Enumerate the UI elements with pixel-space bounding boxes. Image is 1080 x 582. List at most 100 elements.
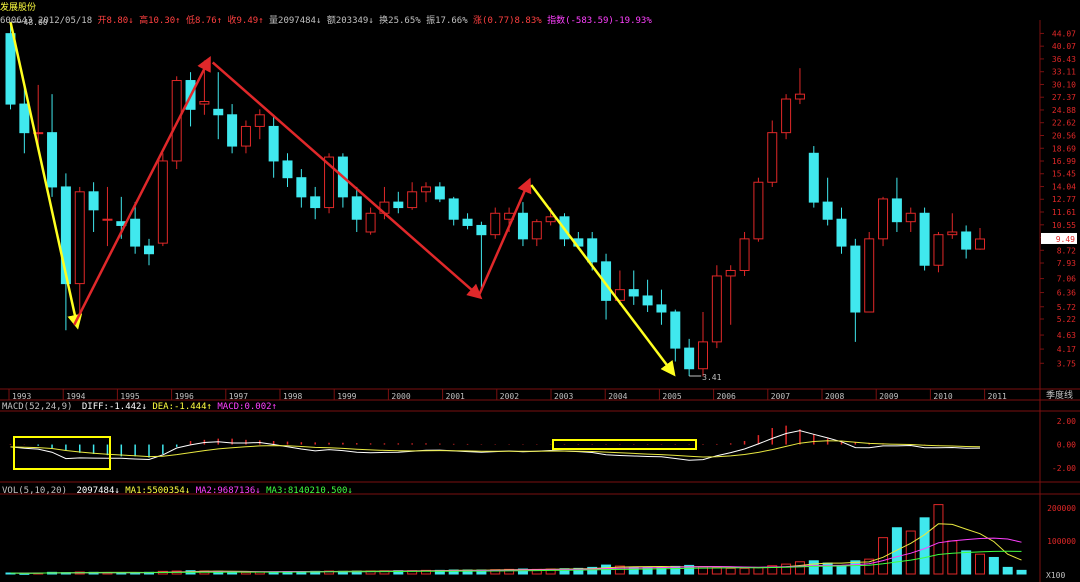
candle-body-down <box>393 201 404 209</box>
candle <box>421 182 431 203</box>
candle <box>213 72 224 140</box>
year-label: 2005 <box>662 392 681 401</box>
price-tick-label: 14.04 <box>1052 183 1076 192</box>
year-label: 2011 <box>988 392 1007 401</box>
volume-bar <box>656 566 667 575</box>
candle <box>407 182 418 210</box>
macd-tick-label: -2.00 <box>1052 464 1076 473</box>
candle <box>781 94 792 140</box>
candle <box>351 186 362 232</box>
candle-body-down <box>434 186 445 200</box>
volume-value: 量2097484↓ <box>269 16 322 26</box>
volume-bar <box>767 565 778 575</box>
macd-diff-line <box>10 430 981 461</box>
candle <box>157 153 168 247</box>
volume-bar <box>947 540 958 575</box>
candle-body-down <box>351 196 362 220</box>
candle <box>642 279 653 313</box>
candle <box>102 186 113 247</box>
candle-body-up <box>753 181 764 240</box>
candle <box>296 169 307 208</box>
price-tick-label: 4.17 <box>1057 345 1076 354</box>
candle-body-down <box>628 289 639 297</box>
candle-body-up <box>864 238 875 313</box>
price-tick-label: 16.99 <box>1052 157 1076 166</box>
last-price-label: 9.49 <box>1056 235 1075 244</box>
candle-body-down <box>144 245 154 255</box>
vol-label: VOL(5,10,20) <box>2 486 67 496</box>
candle-body-down <box>836 218 847 247</box>
candle-body-down <box>88 191 99 211</box>
turnover-value: 换25.65% <box>379 16 421 26</box>
volume-axis: 200000 100000 <box>1047 504 1076 546</box>
candle-body-up <box>365 212 376 233</box>
price-tick-label: 18.69 <box>1052 144 1076 153</box>
candle <box>88 182 99 232</box>
year-label: 2001 <box>446 392 465 401</box>
year-label: 1995 <box>120 392 139 401</box>
volume-bar <box>850 560 861 575</box>
price-tick-label: 22.62 <box>1052 119 1076 128</box>
volume-bar <box>781 563 792 575</box>
volume-bar <box>587 566 598 575</box>
amplitude-value: 振17.66% <box>426 16 468 26</box>
candle-body-up <box>74 191 85 285</box>
candle-body-up <box>407 191 418 209</box>
price-axis: 44.07 40.07 36.43 33.11 30.10 27.37 24.88 22.62… <box>1040 29 1076 368</box>
trend-arrow-yellow <box>530 184 676 377</box>
candle-body-down <box>296 177 307 198</box>
candle <box>628 270 639 305</box>
candle <box>268 114 279 178</box>
volume-bar <box>517 568 528 575</box>
volume-bar <box>739 567 750 575</box>
year-label: 2002 <box>500 392 519 401</box>
trend-arrow-red <box>73 56 211 326</box>
volume-bar <box>919 517 930 575</box>
chart-frame <box>0 20 1080 582</box>
highlight-box-middle <box>552 439 697 450</box>
volume-bar <box>573 567 584 575</box>
candle-body-down <box>462 218 473 226</box>
candle-body-down <box>517 212 528 240</box>
candle-body-down <box>282 160 293 179</box>
vol-ma2: MA2:9687136↓ <box>196 486 261 496</box>
candle <box>822 177 833 226</box>
high-price: 高10.30↑ <box>139 16 181 26</box>
candle <box>808 146 819 208</box>
candle <box>739 231 750 276</box>
candle-body-up <box>490 212 501 236</box>
volume-bar <box>822 562 833 575</box>
volume-bar <box>878 537 889 575</box>
price-tick-label: 6.36 <box>1057 289 1076 298</box>
candle <box>891 177 902 232</box>
volume-bars <box>5 504 1027 575</box>
macd-dea-line <box>10 440 981 458</box>
candle-body-up <box>794 93 805 100</box>
candle <box>5 22 16 110</box>
candle-body-down <box>961 231 972 250</box>
year-label: 1994 <box>66 392 85 401</box>
candle <box>656 289 667 325</box>
period-label[interactable]: 季度线 <box>1046 389 1073 401</box>
price-tick-label: 20.56 <box>1052 131 1076 140</box>
year-label: 2009 <box>879 392 898 401</box>
candle <box>850 238 861 342</box>
candle <box>393 191 404 214</box>
candle <box>517 202 528 247</box>
year-label: 1996 <box>175 392 194 401</box>
price-tick-label: 10.55 <box>1052 221 1076 230</box>
candle <box>365 207 376 235</box>
vol-ma1: MA1:5500354↓ <box>125 486 190 496</box>
price-tick-label: 8.72 <box>1057 246 1076 255</box>
price-tick-label: 27.37 <box>1052 93 1076 102</box>
candle <box>490 207 501 239</box>
trend-arrows <box>9 21 676 377</box>
candle-body-down <box>919 212 930 266</box>
candle <box>601 253 612 320</box>
candle <box>282 153 293 187</box>
price-tick-label: 7.93 <box>1057 259 1076 268</box>
candlestick-series <box>5 22 985 377</box>
price-tick-label: 40.07 <box>1052 42 1076 51</box>
candle <box>19 84 30 154</box>
